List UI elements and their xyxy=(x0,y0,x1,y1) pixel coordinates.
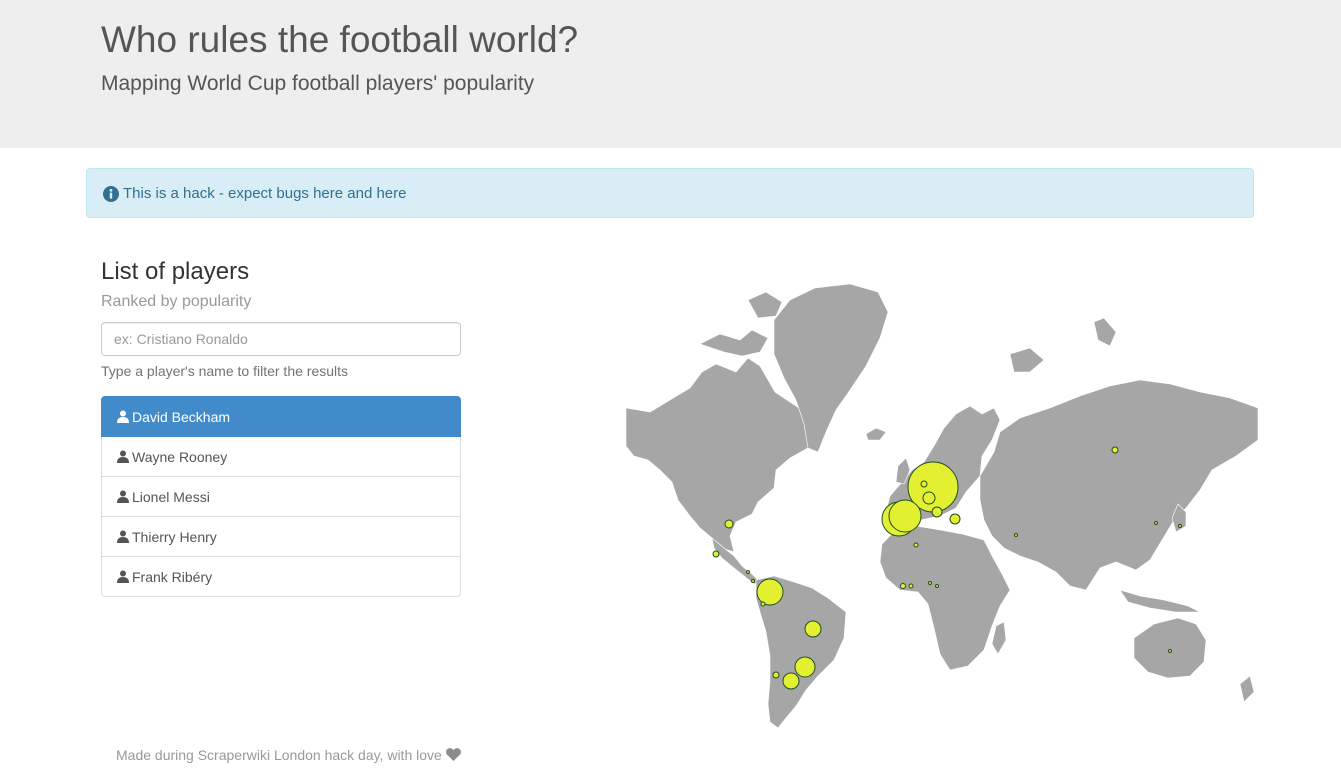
popularity-bubble xyxy=(746,570,750,574)
popularity-bubble xyxy=(756,578,784,606)
central-america-landmass xyxy=(711,537,761,585)
indonesia-islands xyxy=(1119,589,1201,613)
player-name: Thierry Henry xyxy=(132,529,217,545)
greenland-landmass xyxy=(773,283,889,453)
player-list-item[interactable]: Thierry Henry xyxy=(101,516,461,557)
player-search-input[interactable] xyxy=(101,322,461,356)
popularity-bubble xyxy=(794,656,816,678)
arctic-island-2 xyxy=(747,291,783,319)
popularity-bubble xyxy=(900,583,906,589)
popularity-bubble xyxy=(772,671,780,679)
popularity-bubble xyxy=(1111,446,1119,454)
uk-islands xyxy=(895,457,911,485)
popularity-bubbles xyxy=(712,446,1182,690)
popularity-bubble xyxy=(922,491,936,505)
popularity-bubble xyxy=(888,499,922,533)
popularity-bubble xyxy=(751,579,755,583)
popularity-bubble xyxy=(1014,533,1018,537)
players-list: David Beckham Wayne Rooney Lionel Messi … xyxy=(101,396,461,597)
info-circle-icon xyxy=(103,186,119,202)
player-name: Lionel Messi xyxy=(132,489,210,505)
player-list-item[interactable]: Wayne Rooney xyxy=(101,436,461,477)
footer-text: Made during Scraperwiki London hack day,… xyxy=(116,747,442,763)
alert-text: This is a hack - expect bugs here and he… xyxy=(123,185,407,202)
popularity-bubble xyxy=(724,519,734,529)
popularity-bubble xyxy=(804,620,822,638)
user-icon xyxy=(117,450,129,463)
popularity-bubble xyxy=(913,542,919,548)
popularity-bubble xyxy=(908,583,914,589)
heart-icon xyxy=(445,748,461,761)
popularity-bubble xyxy=(931,506,943,518)
asia-landmass xyxy=(979,379,1259,591)
popularity-bubble xyxy=(935,584,939,588)
new-zealand xyxy=(1239,675,1255,703)
popularity-bubble xyxy=(712,550,720,558)
page-subtitle: Mapping World Cup football players' popu… xyxy=(101,72,535,95)
popularity-bubble xyxy=(782,672,800,690)
arctic-islands xyxy=(699,329,769,357)
player-name: David Beckham xyxy=(132,409,231,425)
madagascar xyxy=(991,621,1007,655)
search-help-text: Type a player's name to filter the resul… xyxy=(101,363,349,379)
japan xyxy=(1171,503,1187,533)
player-list-item[interactable]: David Beckham xyxy=(101,396,461,437)
user-icon xyxy=(117,570,129,583)
australia-landmass xyxy=(1133,617,1207,679)
footer: Made during Scraperwiki London hack day,… xyxy=(116,746,461,764)
popularity-bubble xyxy=(1178,524,1182,528)
hack-alert: This is a hack - expect bugs here and he… xyxy=(86,168,1254,218)
popularity-bubble xyxy=(928,581,932,585)
players-list-subtitle: Ranked by popularity xyxy=(101,293,252,310)
popularity-bubble xyxy=(760,601,766,607)
player-list-item[interactable]: Frank Ribéry xyxy=(101,556,461,597)
user-icon xyxy=(117,490,129,503)
user-icon xyxy=(117,530,129,543)
player-name: Frank Ribéry xyxy=(132,569,213,585)
arctic-russia-islands xyxy=(1009,347,1045,373)
header-banner: Who rules the football world? Mapping Wo… xyxy=(0,0,1341,148)
north-america-landmass xyxy=(625,357,817,553)
player-name: Wayne Rooney xyxy=(132,449,228,465)
africa-landmass xyxy=(879,525,1011,671)
page-title: Who rules the football world? xyxy=(101,19,579,60)
south-america-landmass xyxy=(755,575,847,729)
player-list-item[interactable]: Lionel Messi xyxy=(101,476,461,517)
popularity-bubble xyxy=(1154,521,1158,525)
popularity-bubble xyxy=(1168,649,1172,653)
popularity-bubble xyxy=(920,480,928,488)
players-list-title: List of players xyxy=(101,258,250,285)
world-map[interactable] xyxy=(620,278,1260,738)
popularity-bubble xyxy=(949,513,961,525)
user-icon xyxy=(117,410,129,423)
novaya-zemlya xyxy=(1093,317,1117,347)
iceland xyxy=(865,427,887,441)
